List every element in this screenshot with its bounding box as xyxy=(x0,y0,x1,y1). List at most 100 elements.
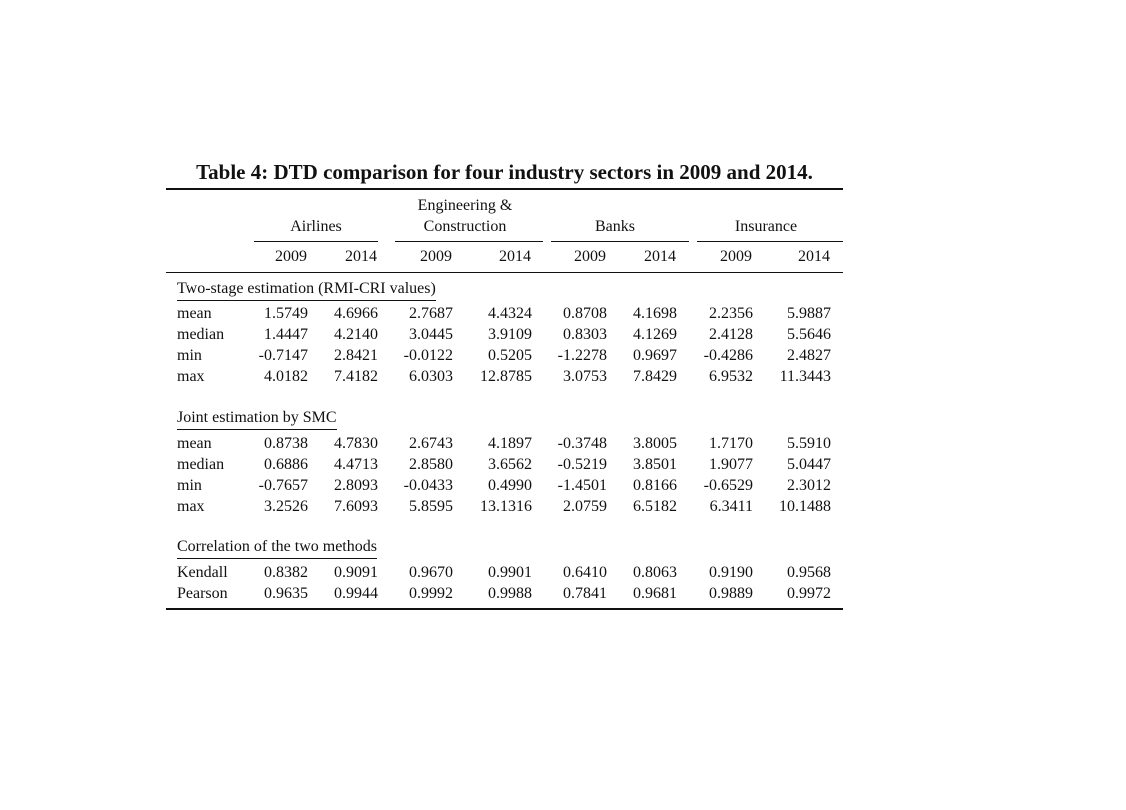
table-cell: 5.5646 xyxy=(787,326,831,343)
table-cell: 0.9889 xyxy=(709,585,753,602)
year-header: 2014 xyxy=(499,248,531,265)
table-cell: 4.1698 xyxy=(633,305,677,322)
table-cell: 1.9077 xyxy=(709,456,753,473)
table-cell: 6.0303 xyxy=(409,368,453,385)
table-cell: 0.9091 xyxy=(334,564,378,581)
table-cell: 0.9697 xyxy=(633,347,677,364)
table-cell: 10.1488 xyxy=(779,498,831,515)
header-rule xyxy=(166,272,843,273)
year-header: 2009 xyxy=(275,248,307,265)
table-row: Pearson 0.9635 0.9944 0.9992 0.9988 0.7841 0.9… xyxy=(166,583,843,604)
section-title-text: Correlation of the two methods xyxy=(177,537,377,559)
table-cell: 13.1316 xyxy=(480,498,532,515)
table-cell: 2.8580 xyxy=(409,456,453,473)
year-header: 2009 xyxy=(574,248,606,265)
table-cell: 0.9670 xyxy=(409,564,453,581)
table-cell: 7.4182 xyxy=(334,368,378,385)
table-cell: -0.3748 xyxy=(557,435,607,452)
table-cell: 2.4827 xyxy=(787,347,831,364)
year-header: 2014 xyxy=(798,248,830,265)
table-row: max 3.2526 7.6093 5.8595 13.1316 2.0759 6.5182… xyxy=(166,496,843,517)
table-row: mean 0.8738 4.7830 2.6743 4.1897 -0.3748 3.800… xyxy=(166,433,843,454)
table-cell: 5.5910 xyxy=(787,435,831,452)
table-cell: 2.0759 xyxy=(563,498,607,515)
table-cell: 3.2526 xyxy=(264,498,308,515)
table-cell: 0.6410 xyxy=(563,564,607,581)
table-cell: 0.7841 xyxy=(563,585,607,602)
table-cell: 2.3012 xyxy=(787,477,831,494)
row-label: median xyxy=(177,326,225,343)
table-cell: 1.4447 xyxy=(264,326,308,343)
table-cell: 5.8595 xyxy=(409,498,453,515)
table-cell: 0.9190 xyxy=(709,564,753,581)
table-cell: 0.9681 xyxy=(633,585,677,602)
table-caption: Table 4: DTD comparison for four industr… xyxy=(196,160,813,184)
table-cell: -0.5219 xyxy=(557,456,607,473)
row-label: mean xyxy=(177,305,212,322)
bottom-rule xyxy=(166,608,843,610)
table-cell: 0.9568 xyxy=(787,564,831,581)
table-cell: 11.3443 xyxy=(779,368,831,385)
table-cell: 0.8166 xyxy=(633,477,677,494)
table-cell: 1.5749 xyxy=(264,305,308,322)
table-cell: 3.0753 xyxy=(563,368,607,385)
row-label: median xyxy=(177,456,225,473)
group-header-airlines: Airlines xyxy=(290,218,342,235)
year-header: 2014 xyxy=(345,248,377,265)
section-title-text: Two-stage estimation (RMI-CRI values) xyxy=(177,279,436,301)
group-header-banks: Banks xyxy=(595,218,635,235)
table-cell: 0.8738 xyxy=(264,435,308,452)
table-cell: 3.8005 xyxy=(633,435,677,452)
table-cell: 0.9972 xyxy=(787,585,831,602)
table-cell: 4.1897 xyxy=(488,435,532,452)
section-title-correlation: Correlation of the two methods xyxy=(177,537,377,559)
table-cell: 4.0182 xyxy=(264,368,308,385)
table-cell: 6.5182 xyxy=(633,498,677,515)
table-row: Kendall 0.8382 0.9091 0.9670 0.9901 0.6410 0.8… xyxy=(166,562,843,583)
table-cell: 4.6966 xyxy=(334,305,378,322)
table-cell: 0.6886 xyxy=(264,456,308,473)
table-cell: 0.9992 xyxy=(409,585,453,602)
table-cell: 5.9887 xyxy=(787,305,831,322)
table-cell: 0.8382 xyxy=(264,564,308,581)
section-title-two-stage: Two-stage estimation (RMI-CRI values) xyxy=(177,279,436,301)
year-header: 2009 xyxy=(720,248,752,265)
table-cell: 4.7830 xyxy=(334,435,378,452)
group-underline-airlines xyxy=(254,241,378,242)
row-label: Pearson xyxy=(177,585,228,602)
row-label: min xyxy=(177,347,202,364)
top-rule xyxy=(166,188,843,190)
group-underline-banks xyxy=(551,241,689,242)
table-cell: -0.4286 xyxy=(703,347,753,364)
table-cell: -1.2278 xyxy=(557,347,607,364)
table-row: min -0.7657 2.8093 -0.0433 0.4990 -1.4501 0.81… xyxy=(166,475,843,496)
table-cell: 0.5205 xyxy=(488,347,532,364)
section-title-joint-smc: Joint estimation by SMC xyxy=(177,408,337,430)
table-cell: 0.8063 xyxy=(633,564,677,581)
group-underline-insurance xyxy=(697,241,843,242)
table-cell: 0.8708 xyxy=(563,305,607,322)
group-header-insurance: Insurance xyxy=(734,218,798,235)
table-cell: 12.8785 xyxy=(480,368,532,385)
row-label: min xyxy=(177,477,202,494)
table-row: median 0.6886 4.4713 2.8580 3.6562 -0.5219 3.8… xyxy=(166,454,843,475)
table-cell: 2.6743 xyxy=(409,435,453,452)
row-label: max xyxy=(177,368,205,385)
table-cell: 2.4128 xyxy=(709,326,753,343)
group-underline-engineering xyxy=(395,241,543,242)
table-cell: -0.6529 xyxy=(703,477,753,494)
table-cell: 3.9109 xyxy=(488,326,532,343)
table-cell: -0.0122 xyxy=(403,347,453,364)
section-title-text: Joint estimation by SMC xyxy=(177,408,337,430)
table-cell: -1.4501 xyxy=(557,477,607,494)
year-header: 2014 xyxy=(644,248,676,265)
table-cell: 0.9944 xyxy=(334,585,378,602)
table-cell: -0.7147 xyxy=(258,347,308,364)
table-cell: -0.0433 xyxy=(403,477,453,494)
table-cell: -0.7657 xyxy=(258,477,308,494)
table-cell: 6.9532 xyxy=(709,368,753,385)
table-row: min -0.7147 2.8421 -0.0122 0.5205 -1.2278 0.96… xyxy=(166,345,843,366)
table-cell: 3.8501 xyxy=(633,456,677,473)
row-label: max xyxy=(177,498,205,515)
group-header-engineering-line1: Engineering & xyxy=(417,197,513,214)
